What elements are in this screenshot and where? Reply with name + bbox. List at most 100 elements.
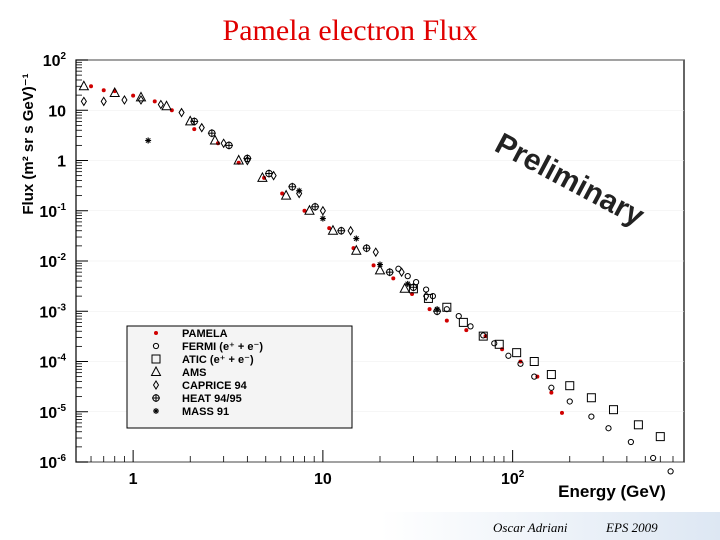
data-point-dot <box>549 390 554 395</box>
data-point-dot <box>327 226 332 231</box>
x-axis-label: Energy (GeV) <box>558 482 666 501</box>
y-tick-label: 10 <box>48 103 66 120</box>
data-point-diamond <box>398 267 405 278</box>
data-point-dot <box>427 307 432 312</box>
data-point-circle <box>531 373 538 380</box>
legend-marker-cross <box>152 394 160 402</box>
footer-author: Oscar Adriani <box>493 520 568 535</box>
data-point-square <box>529 357 539 366</box>
data-point-diamond <box>137 95 145 105</box>
data-point-circle <box>667 468 674 475</box>
y-tick-label: 10-2 <box>39 252 66 271</box>
y-tick-label: 10-1 <box>39 202 66 221</box>
data-point-cross <box>311 202 320 211</box>
data-point-diamond <box>178 107 185 118</box>
data-point-circle <box>505 352 512 359</box>
data-point-triangle <box>327 224 339 235</box>
data-point-cross <box>288 182 297 191</box>
data-point-circle <box>404 273 411 280</box>
data-point-triangle <box>280 189 292 200</box>
y-tick-label: 1 <box>57 154 66 171</box>
data-point-diamond <box>347 225 354 236</box>
legend-marker-star <box>153 408 159 414</box>
data-point-star <box>319 215 326 222</box>
legend-marker-circle <box>152 342 160 350</box>
data-point-dot <box>302 208 307 213</box>
data-point-dot <box>371 263 376 268</box>
data-point-triangle <box>399 282 411 293</box>
data-point-circle <box>588 413 595 420</box>
data-point-diamond <box>319 205 326 216</box>
legend-label: FERMI (e⁺ + e⁻) <box>182 341 263 353</box>
data-point-square <box>586 393 596 403</box>
data-point-star <box>404 280 411 287</box>
data-point-star <box>145 137 152 144</box>
data-point-diamond <box>80 96 87 107</box>
data-point-dot <box>152 99 157 104</box>
data-point-triangle <box>135 91 147 102</box>
x-tick-label: 1 <box>129 471 138 488</box>
data-point-cross <box>337 226 346 235</box>
data-point-star <box>434 306 441 313</box>
data-point-triangle <box>374 264 386 275</box>
data-point-cross <box>362 244 371 253</box>
data-point-star <box>377 261 383 268</box>
data-point-square <box>458 317 468 327</box>
legend-marker-triangle <box>150 365 162 376</box>
x-tick-labels: 1 10 102 <box>129 469 525 488</box>
legend-label: AMS <box>182 367 206 379</box>
y-tick-label: 10-4 <box>39 353 66 372</box>
data-point-circle <box>605 425 612 432</box>
data-point-circle <box>627 438 634 446</box>
data-point-triangle <box>78 80 90 91</box>
legend-label: HEAT 94/95 <box>182 393 242 405</box>
data-point-square <box>655 432 665 442</box>
data-point-circle <box>548 384 555 391</box>
data-point-dot <box>192 127 197 132</box>
data-point-diamond <box>220 138 227 149</box>
y-tick-label: 10-6 <box>39 453 66 472</box>
data-point-triangle <box>209 134 221 145</box>
data-point-triangle <box>233 154 245 165</box>
legend-marker-square <box>151 354 161 364</box>
data-point-diamond <box>423 291 430 302</box>
data-point-circle <box>566 398 573 405</box>
data-point-triangle <box>184 115 196 126</box>
data-point-dot <box>559 410 564 415</box>
data-point-cross <box>385 268 394 277</box>
data-point-square <box>494 339 504 349</box>
legend-label: PAMELA <box>182 328 228 340</box>
y-axis-label: Flux (m² sr s GeV)⁻¹ <box>20 73 37 214</box>
data-point-triangle <box>161 100 172 111</box>
legend-label: MASS 91 <box>182 406 229 418</box>
y-tick-label: 102 <box>43 51 67 70</box>
axis-ticks <box>75 59 685 463</box>
data-point-diamond <box>157 99 164 110</box>
data-point-square <box>546 370 556 380</box>
data-points <box>78 80 674 475</box>
data-point-diamond <box>100 96 107 107</box>
data-point-star <box>296 187 303 194</box>
data-point-cross <box>190 117 199 126</box>
data-point-triangle <box>304 204 315 215</box>
page-title: Pamela electron Flux <box>222 14 478 47</box>
data-point-dot <box>280 191 285 196</box>
data-point-square <box>423 293 433 303</box>
data-point-circle <box>517 360 524 367</box>
data-point-cross <box>224 141 233 150</box>
data-point-cross <box>264 169 273 178</box>
y-tick-labels: 102 10 1 10-1 10-2 10-3 10-4 10-5 10-6 <box>39 51 66 472</box>
x-tick-label: 10 <box>314 471 332 488</box>
background-band <box>380 512 720 540</box>
data-point-circle <box>480 332 487 339</box>
data-point-cross <box>243 154 252 163</box>
y-tick-label: 10-5 <box>39 403 66 422</box>
data-point-square <box>633 420 643 430</box>
data-point-star <box>353 235 360 242</box>
data-point-dot <box>444 318 449 323</box>
data-point-circle <box>491 340 498 347</box>
data-point-dot <box>464 328 469 333</box>
legend-label: ATIC (e⁺ + e⁻) <box>182 354 254 366</box>
